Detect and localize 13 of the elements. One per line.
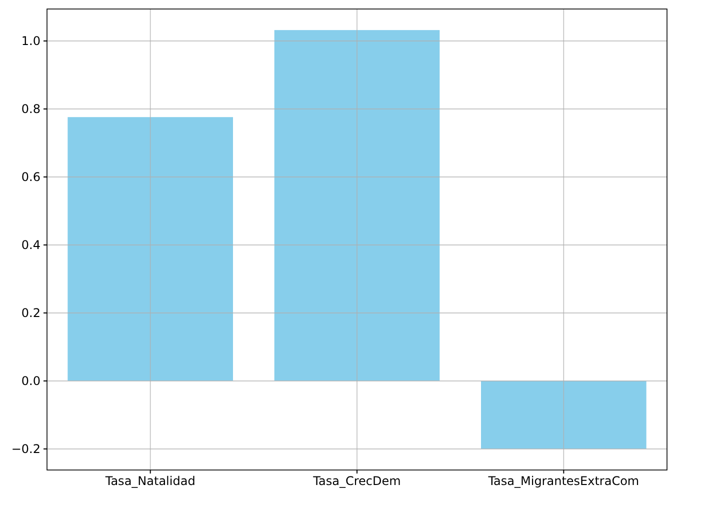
y-tick-label: 0.4 [21, 238, 40, 252]
x-tick-label: Tasa_MigrantesExtraCom [487, 474, 640, 488]
y-tick-label: 0.0 [21, 374, 40, 388]
y-tick-label: 0.8 [21, 102, 40, 116]
y-tick-label: −0.2 [11, 442, 40, 456]
x-tick-label: Tasa_Natalidad [104, 474, 196, 488]
x-tick-label: Tasa_CrecDem [312, 474, 401, 488]
bar [481, 380, 646, 449]
bar [68, 117, 233, 381]
bar [274, 30, 440, 381]
y-tick-label: 0.2 [21, 306, 40, 320]
y-tick-label: 0.6 [21, 170, 40, 184]
y-tick-label: 1.0 [21, 34, 40, 48]
